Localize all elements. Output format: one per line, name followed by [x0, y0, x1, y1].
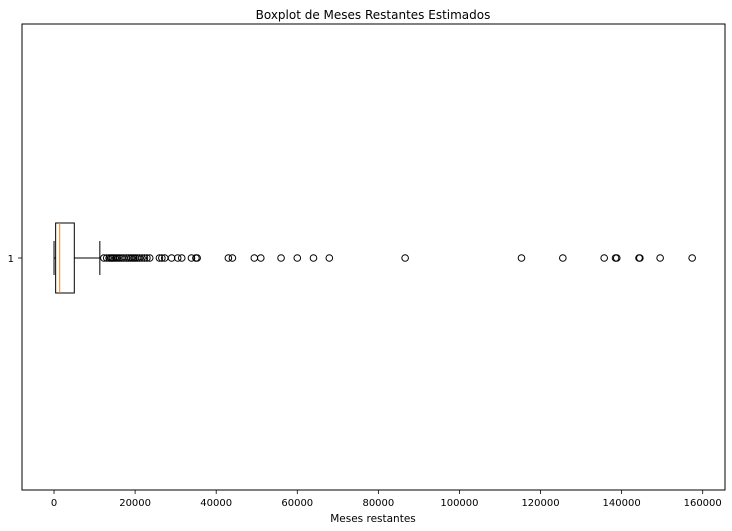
x-tick-label: 0	[51, 498, 57, 509]
x-axis: 0 20000 40000 60000 80000 100000 120000 140000 1…	[51, 490, 722, 509]
outlier-point	[293, 254, 302, 262]
x-tick-label: 80000	[362, 498, 394, 509]
outlier-point	[122, 254, 130, 262]
outlier-point	[187, 254, 196, 262]
outlier-group	[100, 254, 696, 262]
box-group	[53, 222, 101, 294]
x-tick-label: 40000	[200, 498, 232, 509]
outlier-point	[158, 254, 166, 262]
outlier-point	[309, 254, 318, 262]
x-tick-label: 100000	[440, 498, 478, 509]
outlier-point	[138, 254, 146, 262]
outlier-point	[277, 254, 285, 262]
x-axis-label: Meses restantes	[330, 513, 416, 525]
outlier-point	[135, 254, 144, 262]
x-tick-label: 160000	[684, 498, 722, 509]
outlier-point	[517, 254, 526, 262]
outlier-point	[224, 254, 233, 262]
y-axis: 1	[8, 254, 22, 265]
x-tick-label: 20000	[119, 498, 151, 509]
outlier-point	[600, 254, 608, 262]
x-tick-label: 120000	[521, 498, 559, 509]
outlier-point	[228, 254, 237, 262]
x-tick-label: 60000	[281, 498, 313, 509]
outlier-point	[193, 254, 201, 262]
outlier-point	[656, 254, 664, 262]
outlier-point	[325, 254, 334, 262]
outlier-point	[256, 254, 265, 262]
x-tick-label: 140000	[603, 498, 641, 509]
outlier-point	[167, 254, 176, 262]
iqr-box	[55, 222, 75, 294]
outlier-point	[173, 254, 182, 262]
outlier-point	[401, 254, 409, 262]
y-tick-label: 1	[8, 254, 14, 265]
outlier-point	[559, 254, 567, 262]
outlier-point	[140, 254, 149, 262]
outlier-point	[143, 254, 151, 262]
outlier-point	[250, 254, 259, 262]
outlier-point	[688, 254, 696, 262]
outlier-point	[636, 254, 644, 262]
outlier-point	[177, 254, 186, 262]
outlier-point	[145, 254, 154, 262]
outlier-point	[612, 254, 621, 262]
outlier-point	[155, 254, 164, 262]
chart-title: Boxplot de Meses Restantes Estimados	[256, 8, 491, 22]
plot-area	[21, 23, 726, 491]
